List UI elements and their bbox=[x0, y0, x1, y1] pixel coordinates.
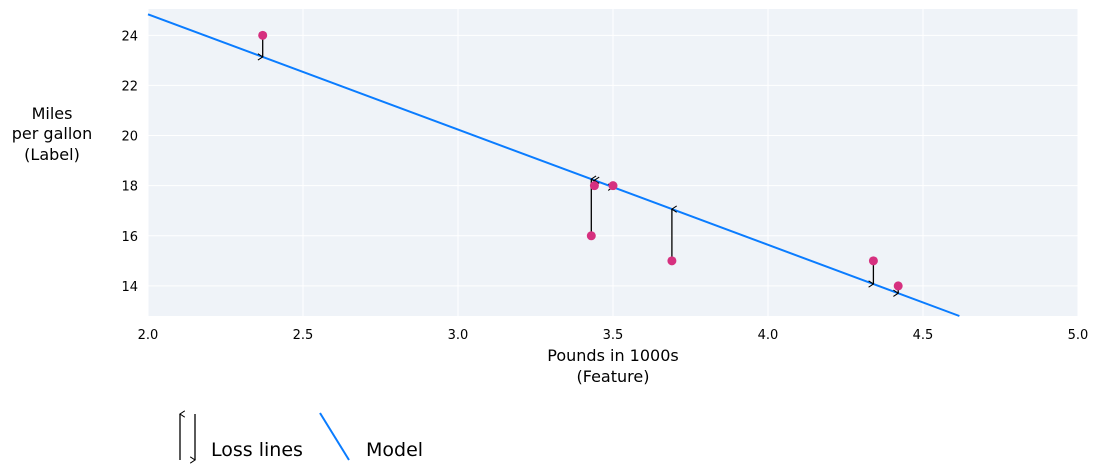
x-axis-label-line1: Pounds in 1000s bbox=[547, 346, 678, 365]
x-axis-label-line2: (Feature) bbox=[577, 367, 650, 386]
legend: Loss lines Model bbox=[180, 413, 423, 461]
data-point bbox=[589, 181, 599, 191]
model-line bbox=[147, 13, 960, 317]
y-tick-label: 14 bbox=[121, 280, 138, 295]
data-point bbox=[586, 231, 596, 241]
data-point bbox=[868, 256, 878, 266]
y-ticks: 14 16 18 20 22 24 bbox=[121, 29, 138, 295]
y-tick-label: 18 bbox=[121, 180, 138, 195]
x-tick-label: 4.5 bbox=[913, 328, 934, 343]
x-tick-label: 3.5 bbox=[603, 328, 624, 343]
data-point bbox=[258, 30, 268, 40]
y-axis-label-line2: per gallon bbox=[12, 124, 92, 143]
y-tick-label: 20 bbox=[121, 130, 138, 145]
x-ticks: 2.0 2.5 3.0 3.5 4.0 4.5 5.0 bbox=[138, 328, 1089, 343]
x-tick-label: 5.0 bbox=[1068, 328, 1089, 343]
x-tick-label: 2.0 bbox=[138, 328, 159, 343]
y-axis-label-line3: (Label) bbox=[24, 145, 80, 164]
data-point bbox=[608, 181, 618, 191]
legend-model-icon bbox=[319, 412, 350, 461]
data-point bbox=[667, 256, 677, 266]
y-tick-label: 24 bbox=[121, 29, 138, 44]
y-tick-label: 22 bbox=[121, 79, 138, 94]
x-tick-label: 4.0 bbox=[758, 328, 779, 343]
data-point bbox=[893, 281, 903, 291]
x-tick-label: 2.5 bbox=[293, 328, 314, 343]
legend-model: Model bbox=[366, 439, 423, 461]
y-tick-label: 16 bbox=[121, 230, 138, 245]
marks bbox=[147, 13, 960, 317]
legend-loss-lines: Loss lines bbox=[211, 439, 303, 461]
y-axis-label-line1: Miles bbox=[32, 104, 73, 123]
x-tick-label: 3.0 bbox=[448, 328, 469, 343]
